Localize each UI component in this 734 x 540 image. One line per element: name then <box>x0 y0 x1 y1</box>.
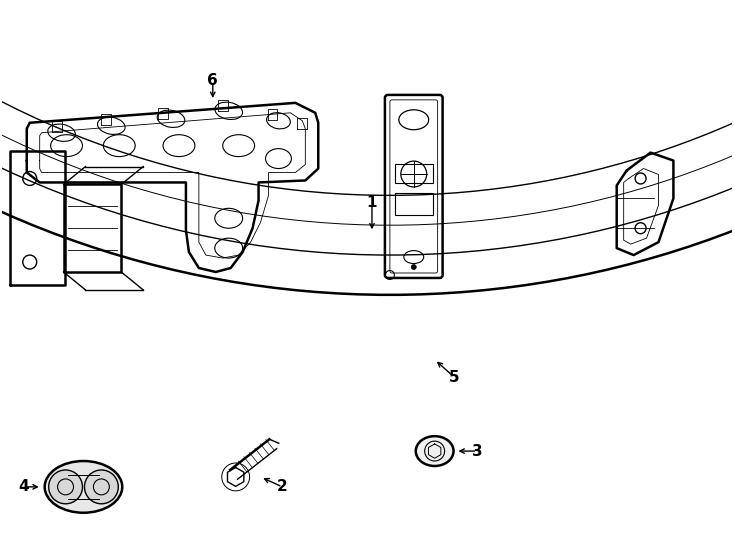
Text: 1: 1 <box>367 195 377 210</box>
Circle shape <box>84 470 118 504</box>
Bar <box>395 164 432 184</box>
Text: 4: 4 <box>18 480 29 495</box>
Text: 5: 5 <box>449 370 460 385</box>
Text: 2: 2 <box>277 480 288 495</box>
Circle shape <box>411 265 416 269</box>
Bar <box>395 193 432 215</box>
Circle shape <box>48 470 82 504</box>
Text: 3: 3 <box>472 443 483 458</box>
Text: 6: 6 <box>208 73 218 89</box>
Circle shape <box>385 271 394 280</box>
Ellipse shape <box>415 436 454 466</box>
Ellipse shape <box>45 461 123 513</box>
